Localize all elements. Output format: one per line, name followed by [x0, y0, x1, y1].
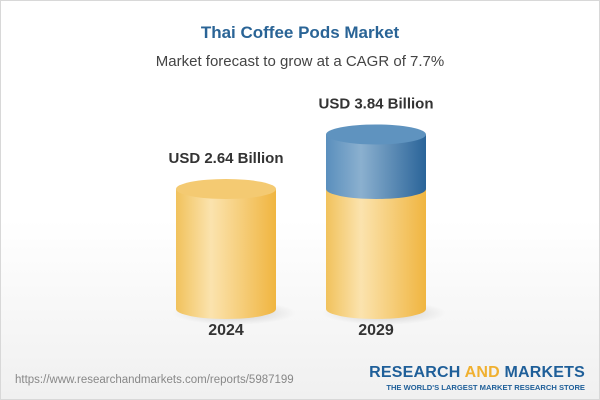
- chart-title: Thai Coffee Pods Market: [200, 23, 400, 42]
- cylinder-2029-base-body: [326, 189, 426, 319]
- research-and-markets-logo: RESEARCH AND MARKETS THE WORLD'S LARGEST…: [369, 364, 585, 392]
- year-label: 2029: [358, 322, 394, 339]
- chart-subtitle: Market forecast to grow at a CAGR of 7.7…: [155, 53, 445, 70]
- cylinder-2029-growth-body: [326, 134, 426, 199]
- cylinder-2024-body: [176, 189, 276, 319]
- year-label: 2024: [208, 322, 244, 339]
- cylinder-chart: USD 2.64 Billion 2024 USD 3.84 Billion 2029: [168, 95, 446, 339]
- source-url[interactable]: https://www.researchandmarkets.com/repor…: [15, 374, 294, 386]
- value-label: USD 2.64 Billion: [168, 150, 283, 167]
- value-label: USD 3.84 Billion: [318, 95, 433, 112]
- cylinder-2024-top: [176, 179, 276, 199]
- cylinder-2029-growth-top: [326, 124, 426, 145]
